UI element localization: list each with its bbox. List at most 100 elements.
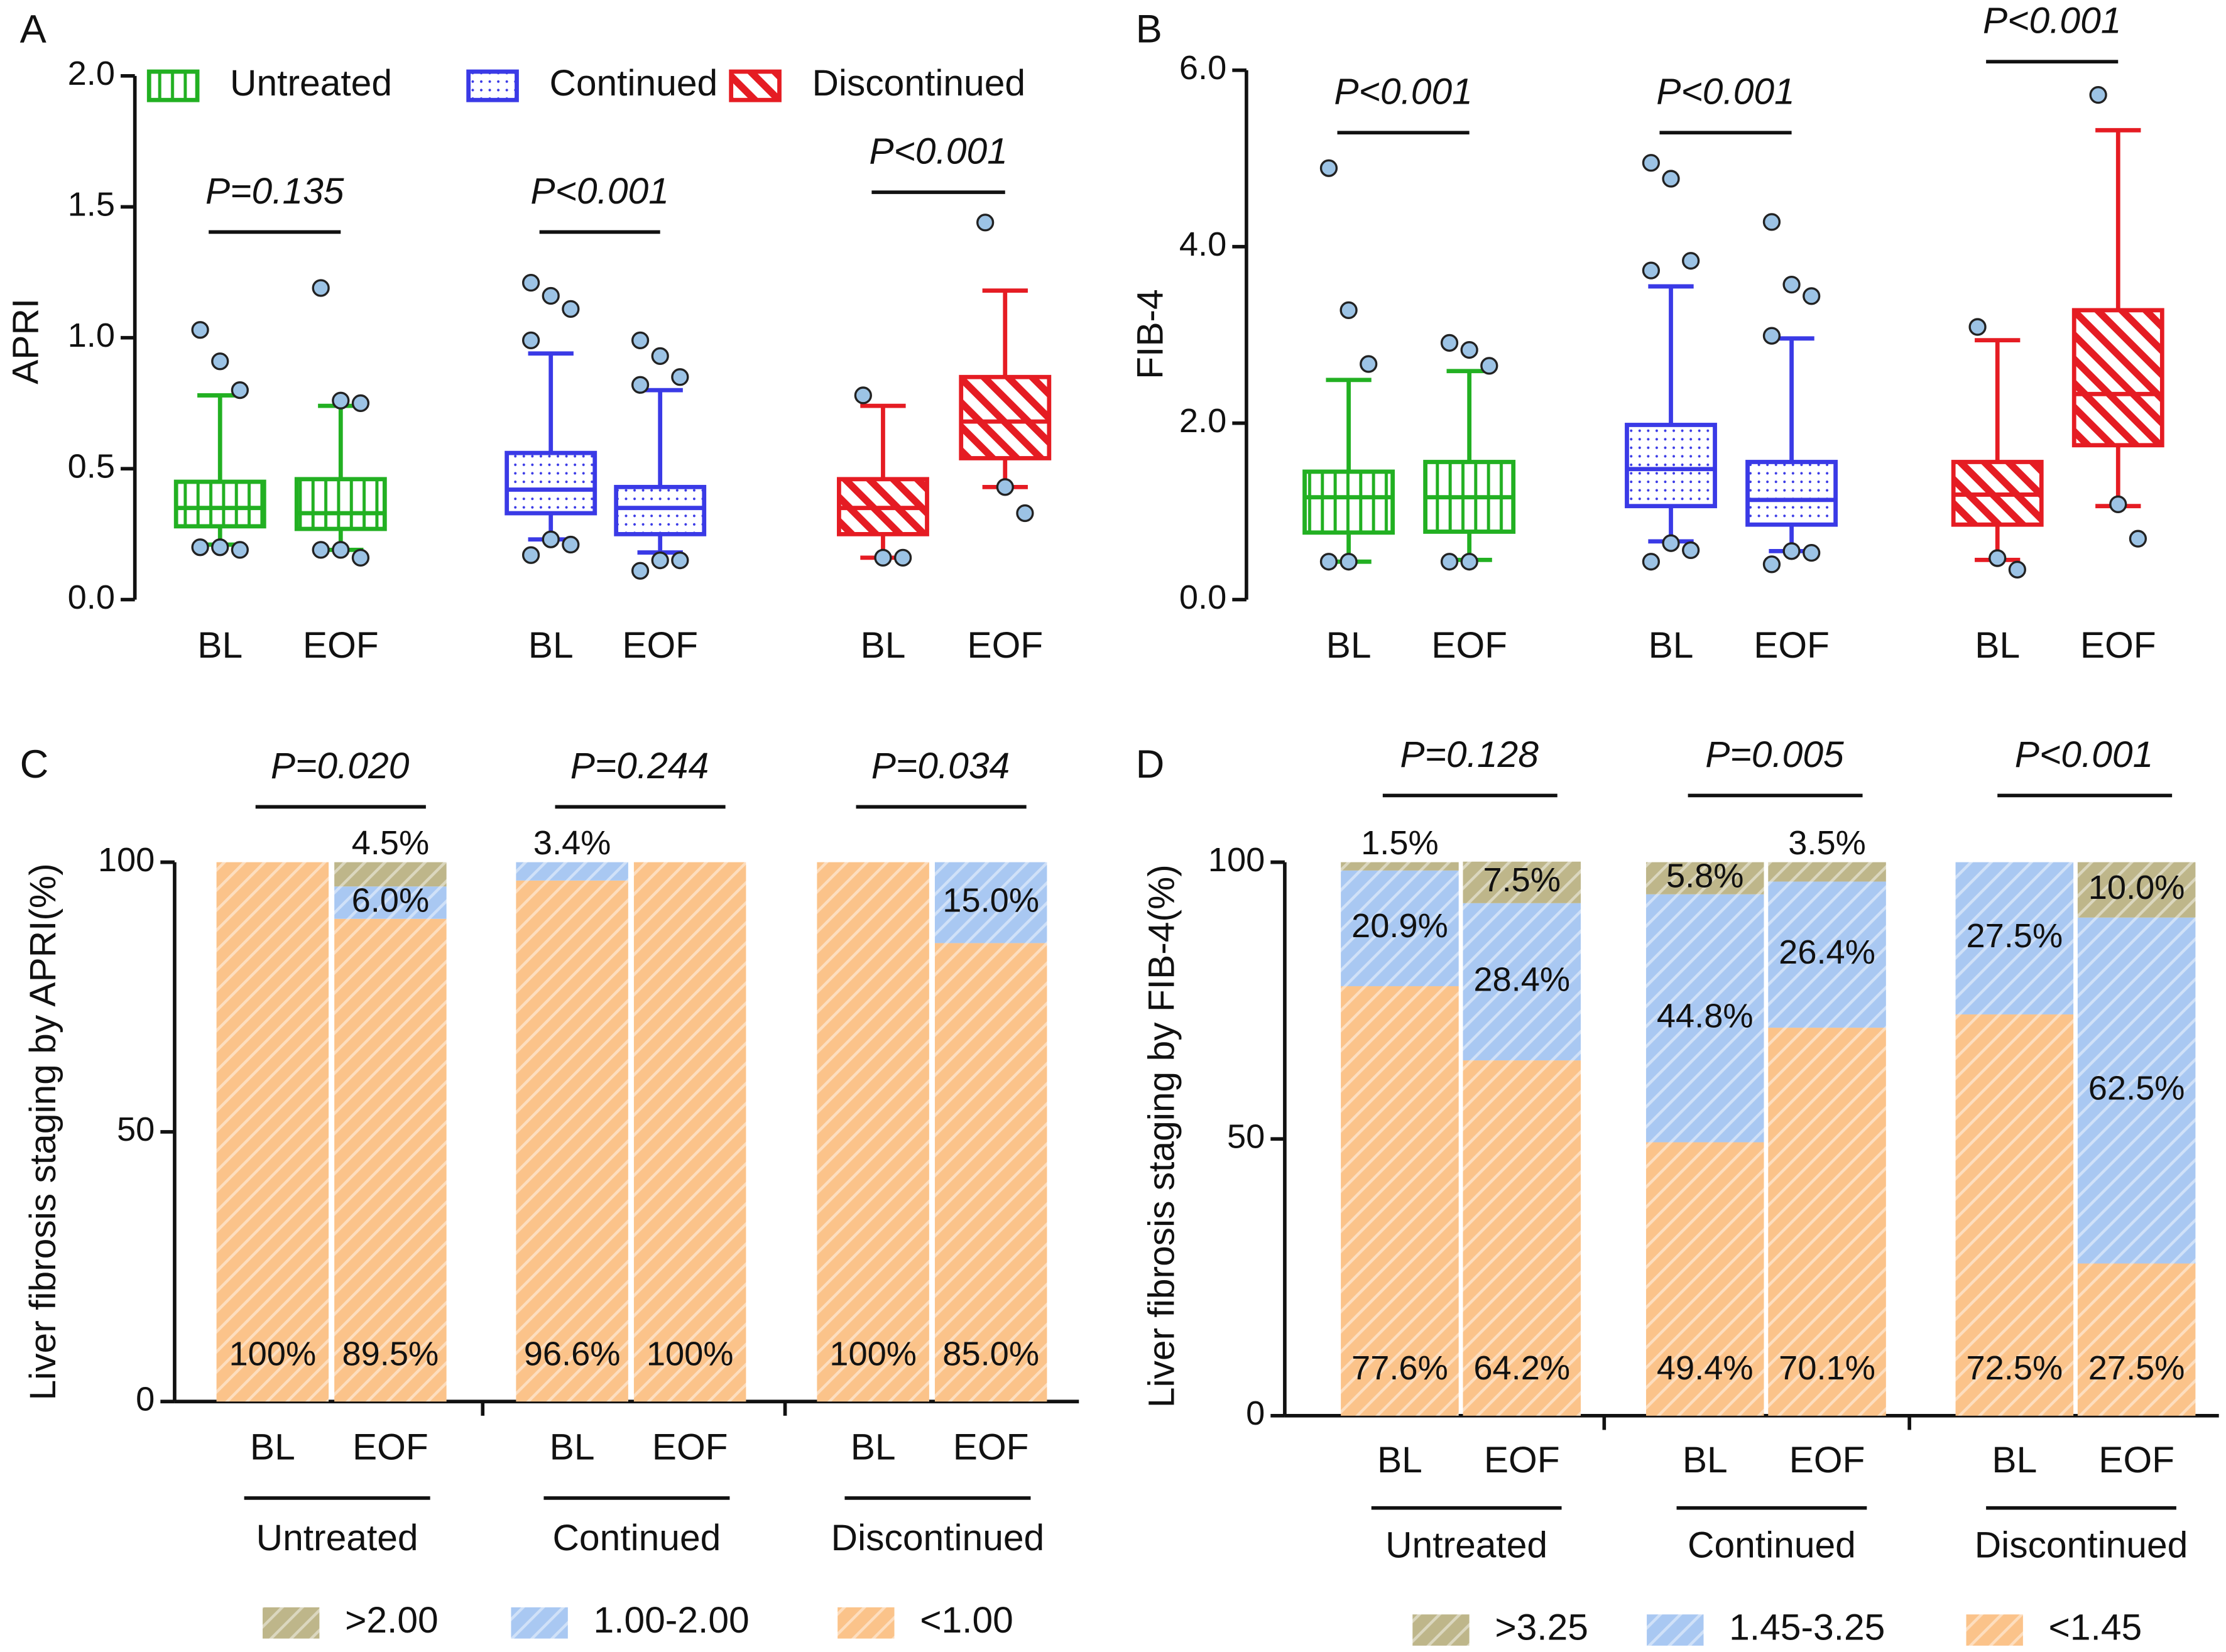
legend-swatch (146, 69, 200, 102)
bar-segment (516, 862, 628, 881)
outlier (521, 274, 540, 292)
outlier (1968, 318, 1987, 336)
outlier (631, 331, 650, 350)
outlier (631, 562, 650, 580)
legend-label: 1.00-2.00 (593, 1600, 749, 1641)
bar-segment (817, 862, 929, 1402)
outlier (1360, 355, 1378, 373)
y-tick-label: 2.0 (68, 55, 115, 92)
outlier (1460, 340, 1478, 359)
outlier (351, 548, 370, 567)
bar-segment (1768, 881, 1886, 1028)
outlier (332, 391, 350, 410)
value-label: 49.4% (1657, 1349, 1754, 1387)
p-value: P=0.244 (570, 746, 709, 786)
y-tick-label: 2.0 (1179, 402, 1226, 440)
group-label: Continued (1688, 1525, 1856, 1566)
outlier (562, 300, 580, 318)
outlier (332, 541, 350, 559)
outlier (2129, 530, 2147, 548)
value-label: 100% (229, 1335, 317, 1372)
value-label: 27.5% (2088, 1349, 2185, 1387)
bar-segment (1955, 862, 2074, 1014)
y-axis-label: Liver fibrosis staging by APRI(%) (23, 863, 63, 1400)
group-label: Untreated (1385, 1525, 1547, 1566)
outlier (521, 331, 540, 350)
outlier (1339, 301, 1358, 319)
bar-segment (2077, 1263, 2196, 1416)
outlier (1682, 252, 1700, 270)
outlier (1339, 553, 1358, 571)
outlier (562, 535, 580, 554)
outlier (874, 548, 892, 567)
bar-segment (334, 886, 447, 919)
outlier (521, 546, 540, 564)
bar-segment (934, 943, 1047, 1402)
y-tick-label: 50 (117, 1111, 155, 1148)
x-tick-label: EOF (303, 625, 379, 666)
value-label: 89.5% (342, 1335, 439, 1372)
panel-label: B (1136, 7, 1162, 51)
y-tick-label: 0 (136, 1381, 155, 1418)
x-tick-label: BL (1683, 1440, 1728, 1481)
legend-swatch (466, 69, 519, 102)
value-label: 4.5% (352, 824, 430, 862)
outlier (191, 321, 209, 339)
y-tick-label: 0.0 (1179, 579, 1226, 616)
value-label: 27.5% (1966, 917, 2063, 955)
value-label: 100% (829, 1335, 917, 1372)
bar-segment (1645, 1142, 1764, 1416)
p-value: P=0.135 (205, 171, 344, 212)
outlier (1803, 544, 1821, 562)
outlier (671, 551, 689, 570)
bar-segment (1768, 862, 1886, 882)
outlier (351, 394, 370, 413)
outlier (542, 286, 560, 305)
p-value: P=0.128 (1400, 734, 1539, 775)
outlier (2089, 85, 2107, 104)
outlier (651, 551, 669, 570)
outlier (1782, 276, 1801, 294)
value-label: 77.6% (1351, 1349, 1448, 1387)
x-tick-label: EOF (1754, 625, 1830, 666)
group-label: Continued (553, 1518, 721, 1558)
legend-swatch (729, 69, 782, 102)
x-tick-label: BL (1326, 625, 1372, 666)
bar-segment (1768, 1028, 1886, 1416)
legend-label: Untreated (230, 63, 392, 104)
outlier (893, 548, 912, 567)
y-tick-label: 0 (1246, 1394, 1265, 1432)
outlier (1460, 553, 1478, 571)
bar-segment (633, 862, 746, 1402)
y-tick-label: 100 (98, 841, 155, 879)
bar-segment (334, 862, 447, 887)
box (959, 374, 1052, 460)
box (2071, 308, 2164, 448)
p-value: P<0.001 (869, 131, 1007, 172)
y-tick-label: 50 (1227, 1118, 1265, 1156)
bar-segment (2077, 917, 2196, 1264)
bar-segment (1463, 1060, 1581, 1416)
y-axis-label: APRI (6, 298, 46, 384)
y-tick-label: 0.0 (68, 579, 115, 616)
bar-segment (216, 862, 329, 1402)
box (173, 479, 266, 529)
x-tick-label: EOF (652, 1427, 728, 1468)
value-label: 10.0% (2088, 869, 2185, 906)
outlier (631, 376, 650, 394)
legend-label: Discontinued (812, 63, 1025, 104)
x-tick-label: EOF (622, 625, 698, 666)
value-label: 3.5% (1788, 824, 1866, 862)
outlier (312, 541, 330, 559)
y-tick-label: 1.5 (68, 186, 115, 224)
value-label: 96.6% (524, 1335, 621, 1372)
p-value: P=0.020 (271, 746, 410, 786)
outlier (996, 478, 1014, 496)
panel-label: A (20, 7, 47, 51)
bar-segment (516, 880, 628, 1402)
x-tick-label: EOF (352, 1427, 428, 1468)
legend-swatch (1412, 1614, 1470, 1646)
y-tick-label: 4.0 (1179, 226, 1226, 263)
value-label: 5.8% (1666, 857, 1744, 895)
x-tick-label: BL (1992, 1440, 2037, 1481)
